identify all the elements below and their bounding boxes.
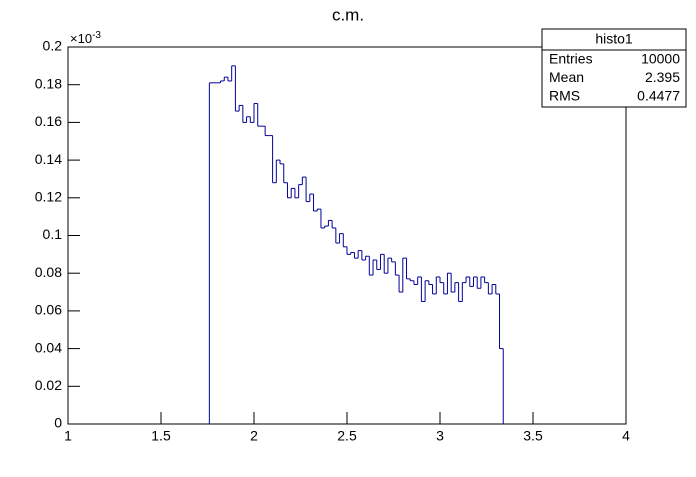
stats-value: 10000 bbox=[641, 51, 680, 67]
y-multiplier: ×10-3 bbox=[70, 30, 101, 47]
stats-label: Mean bbox=[549, 69, 584, 85]
y-tick-label: 0.04 bbox=[35, 339, 62, 355]
y-tick-label: 0.12 bbox=[35, 189, 62, 205]
stats-label: Entries bbox=[549, 51, 593, 67]
y-tick-label: 0.14 bbox=[35, 151, 62, 167]
x-tick-label: 2 bbox=[250, 428, 258, 444]
y-tick-label: 0.2 bbox=[43, 38, 63, 54]
x-tick-label: 3.5 bbox=[523, 428, 543, 444]
stats-box bbox=[541, 28, 687, 108]
y-tick-label: 0.08 bbox=[35, 264, 62, 280]
y-multiplier-base: ×10 bbox=[70, 31, 92, 46]
x-tick-label: 3 bbox=[436, 428, 444, 444]
stats-value: 0.4477 bbox=[637, 88, 680, 104]
y-tick-label: 0.16 bbox=[35, 113, 62, 129]
y-multiplier-exponent: -3 bbox=[92, 30, 101, 41]
x-tick-label: 1 bbox=[64, 428, 72, 444]
x-tick-label: 1.5 bbox=[151, 428, 171, 444]
stats-label: RMS bbox=[549, 88, 580, 104]
chart-title: c.m. bbox=[332, 5, 364, 24]
plot-frame bbox=[67, 46, 627, 425]
x-tick-label: 2.5 bbox=[337, 428, 357, 444]
y-tick-label: 0.06 bbox=[35, 302, 62, 318]
y-tick-label: 0.18 bbox=[35, 75, 62, 91]
stats-value: 2.395 bbox=[645, 69, 680, 85]
y-tick-label: 0 bbox=[54, 415, 62, 431]
y-tick-label: 0.02 bbox=[35, 377, 62, 393]
x-tick-label: 4 bbox=[622, 428, 630, 444]
stats-title: histo1 bbox=[595, 31, 633, 47]
y-tick-label: 0.1 bbox=[43, 226, 63, 242]
